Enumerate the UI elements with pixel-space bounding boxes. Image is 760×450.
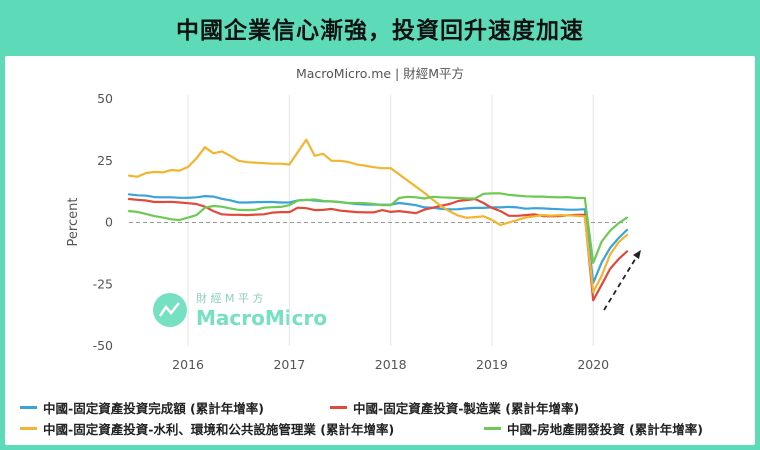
watermark-cn: 財 經 M 平 方 — [196, 291, 263, 305]
y-tick--25: -25 — [93, 276, 113, 291]
legend-label-red: 中國-固定資產投資-製造業 (累計年增率) — [353, 401, 580, 416]
grid — [129, 95, 627, 346]
series-group — [127, 138, 629, 302]
legend-label-green: 中國-房地產開發投資 (累計年增率) — [507, 422, 703, 437]
y-axis-label: Percent — [66, 198, 81, 247]
trend-arrow — [603, 250, 641, 311]
series-line-orange — [127, 138, 629, 294]
watermark-en: MacroMicro — [196, 306, 327, 330]
legend-item-red: 中國-固定資產投資-製造業 (累計年增率) — [330, 398, 579, 417]
x-tick-2019: 2019 — [476, 357, 508, 372]
chart-source: MacroMicro.me | 財經M平方 — [296, 66, 464, 81]
legend-label-orange: 中國-固定資產投資-水利、環境和公共設施管理業 (累計年增率) — [43, 422, 395, 437]
legend-swatch-orange — [20, 427, 37, 430]
x-tick-labels: 2016 2017 2018 2019 2020 — [172, 357, 609, 372]
legend-item-green: 中國-房地產開發投資 (累計年增率) — [484, 419, 703, 438]
banner: 中國企業信心漸強，投資回升速度加速 — [0, 0, 760, 56]
legend-swatch-blue — [20, 406, 37, 409]
arrow-head-icon — [633, 250, 641, 259]
y-tick-0: 0 — [105, 215, 113, 230]
x-tick-2016: 2016 — [172, 357, 204, 372]
legend-item-orange: 中國-固定資產投資-水利、環境和公共設施管理業 (累計年增率) — [20, 419, 394, 438]
watermark: 財 經 M 平 方 MacroMicro — [153, 291, 327, 330]
chart-card — [5, 56, 755, 445]
y-tick-25: 25 — [97, 153, 113, 168]
y-tick-50: 50 — [97, 91, 113, 106]
legend-label-blue: 中國-固定資產投資完成額 (累計年增率) — [43, 401, 264, 416]
legend-swatch-green — [484, 427, 501, 430]
x-tick-2017: 2017 — [273, 357, 305, 372]
x-tick-2020: 2020 — [577, 357, 609, 372]
legend-swatch-red — [330, 406, 347, 409]
watermark-trend-icon — [158, 302, 180, 317]
series-line-green — [127, 192, 629, 264]
x-tick-2018: 2018 — [375, 357, 407, 372]
series-line-red — [127, 197, 629, 302]
y-tick-labels: 50 25 0 -25 -50 — [93, 91, 113, 353]
legend-item-blue: 中國-固定資產投資完成額 (累計年增率) — [20, 398, 264, 417]
y-tick--50: -50 — [93, 338, 113, 353]
banner-title: 中國企業信心漸強，投資回升速度加速 — [176, 18, 584, 44]
